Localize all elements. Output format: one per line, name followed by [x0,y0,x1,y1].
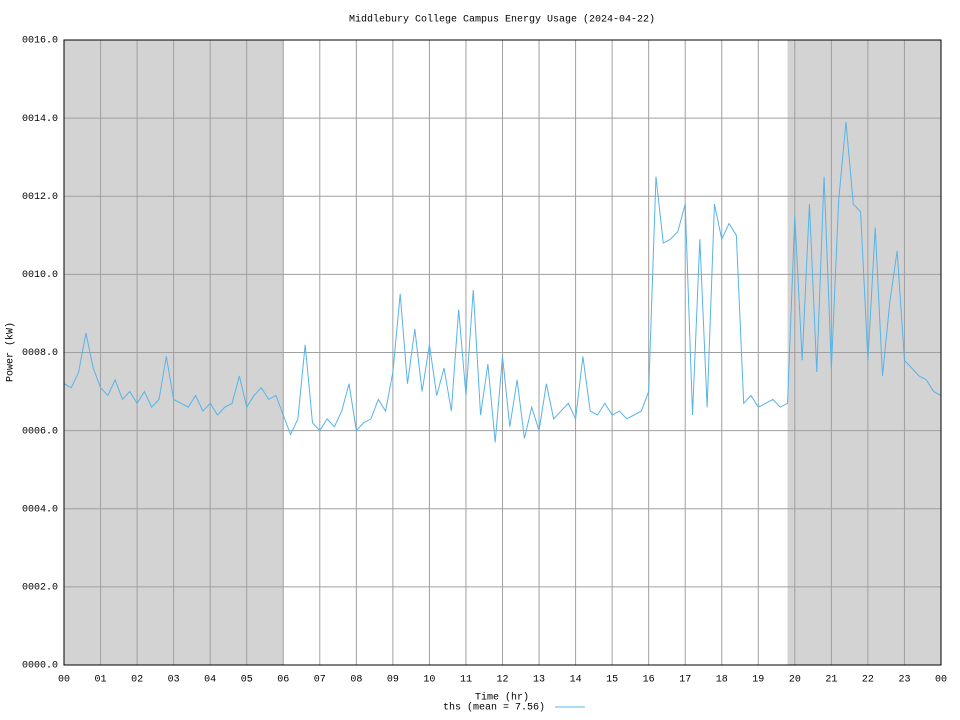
x-tick-label: 04 [204,675,216,686]
x-tick-label: 08 [350,675,362,686]
y-tick-label: 0014.0 [22,114,58,125]
plot-layer [63,121,942,443]
x-tick-label: 07 [314,675,326,686]
y-axis-label: Power (kW) [5,322,17,382]
x-tick-label: 12 [496,675,508,686]
x-tick-label: 19 [752,675,764,686]
x-tick-label: 23 [898,675,910,686]
plot-frame [63,39,942,666]
x-tick-label: 11 [460,675,472,686]
x-tick-label: 15 [606,675,618,686]
y-tick-label: 0004.0 [22,504,58,515]
x-tick-label: 17 [679,675,691,686]
y-tick-label: 0008.0 [22,348,58,359]
y-tick-label: 0010.0 [22,270,58,281]
x-tick-label: 16 [643,675,655,686]
x-tick-label: 21 [825,675,837,686]
chart-title: Middlebury College Campus Energy Usage (… [349,14,655,26]
x-tick-label: 01 [95,675,107,686]
x-tick-label: 00 [935,675,947,686]
legend-label: ths (mean = 7.56) [443,702,545,714]
x-tick-label: 05 [241,675,253,686]
x-tick-label: 02 [131,675,143,686]
x-tick-label: 18 [716,675,728,686]
x-tick-label: 03 [168,675,180,686]
x-tick-label: 14 [570,675,582,686]
x-tick-label: 22 [862,675,874,686]
x-tick-label: 00 [58,675,70,686]
x-tick-label: 10 [423,675,435,686]
x-axis-label: Time (hr) [475,692,529,704]
y-tick-label: 0016.0 [22,36,58,47]
data-line [63,121,942,443]
x-tick-label: 06 [277,675,289,686]
y-tick-label: 0002.0 [22,583,58,594]
y-tick-label: 0000.0 [22,661,58,672]
x-tick-label: 20 [789,675,801,686]
y-tick-label: 0006.0 [22,426,58,437]
x-tick-label: 13 [533,675,545,686]
y-tick-label: 0012.0 [22,192,58,203]
x-tick-label: 09 [387,675,399,686]
